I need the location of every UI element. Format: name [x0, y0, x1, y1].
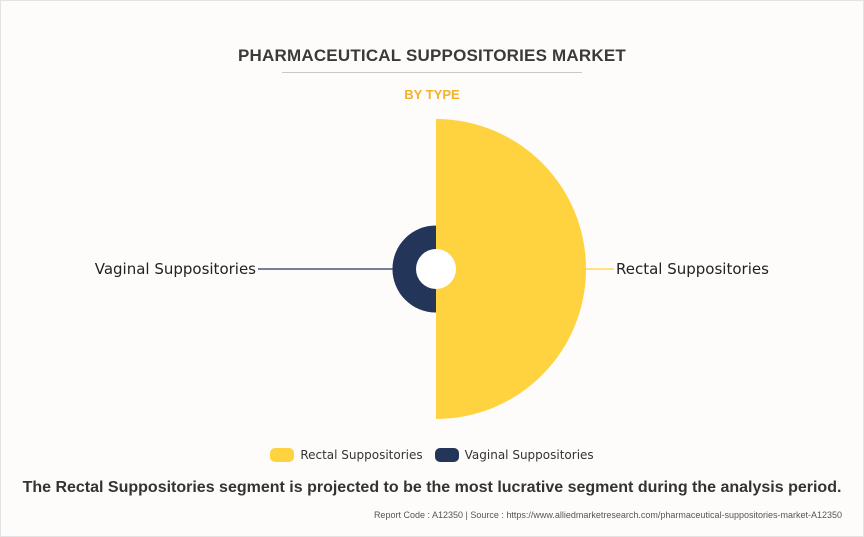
- data-label-vaginal: Vaginal Suppositories: [95, 260, 256, 278]
- legend-label: Rectal Suppositories: [300, 448, 423, 462]
- legend-label: Vaginal Suppositories: [464, 448, 594, 462]
- key-finding: The Rectal Suppositories segment is proj…: [22, 479, 842, 496]
- slice-vaginal-suppositories[interactable]: [392, 225, 436, 313]
- chart-title: PHARMACEUTICAL SUPPOSITORIES MARKET: [238, 46, 626, 65]
- title-divider: [282, 72, 582, 73]
- legend-item-vaginal[interactable]: Vaginal Suppositories: [434, 448, 594, 462]
- slice-rectal-suppositories[interactable]: [436, 119, 586, 419]
- legend: Rectal Suppositories Vaginal Suppositori…: [0, 448, 864, 462]
- legend-swatch: [434, 448, 459, 462]
- chart-subtitle: BY TYPE: [404, 87, 460, 102]
- source-note: Report Code : A12350 | Source : https://…: [373, 510, 842, 520]
- center-hole: [416, 249, 456, 289]
- legend-item-rectal[interactable]: Rectal Suppositories: [270, 448, 423, 462]
- legend-swatch: [270, 448, 295, 462]
- data-label-rectal: Rectal Suppositories: [616, 260, 769, 278]
